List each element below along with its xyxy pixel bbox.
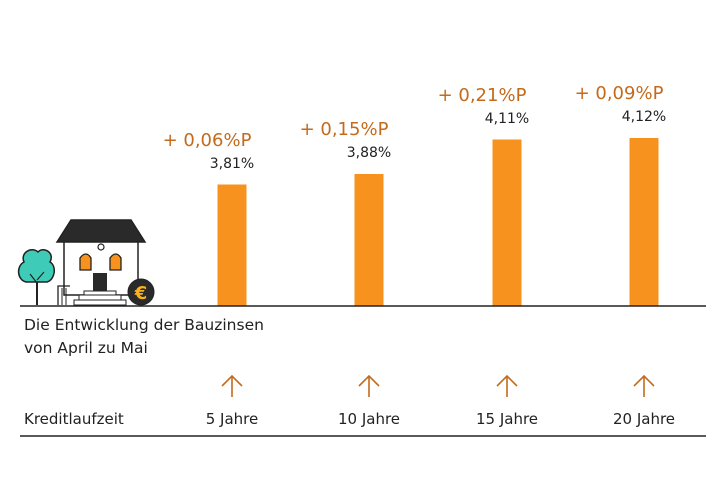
euro-coin-icon: € bbox=[127, 278, 155, 306]
value-label-4: 4,12% bbox=[621, 109, 667, 125]
up-arrow-icon bbox=[633, 374, 655, 397]
change-label-2: + 0,15%P bbox=[299, 119, 389, 140]
tree-icon bbox=[17, 249, 55, 305]
bar-2 bbox=[354, 174, 384, 306]
bar-4 bbox=[629, 138, 659, 306]
bar-1 bbox=[217, 184, 247, 306]
chart-description: Die Entwicklung der Bauzinsen von April … bbox=[24, 314, 264, 360]
change-label-4: + 0,09%P bbox=[574, 83, 664, 104]
description-line-1: Die Entwicklung der Bauzinsen bbox=[24, 316, 264, 334]
house-with-euro-coin-icon: € bbox=[17, 219, 155, 306]
x-axis-label: Kreditlaufzeit bbox=[24, 410, 124, 428]
up-arrow-icon bbox=[221, 374, 243, 397]
description-line-2: von April zu Mai bbox=[24, 339, 148, 357]
bar-3 bbox=[492, 139, 522, 306]
change-label-1: + 0,06%P bbox=[162, 129, 252, 151]
category-label-4: 20 Jahre bbox=[612, 410, 676, 428]
value-label-2: 3,88% bbox=[346, 145, 392, 161]
category-label-1: 5 Jahre bbox=[205, 410, 259, 428]
category-label-3: 15 Jahre bbox=[475, 410, 539, 428]
up-arrow-icon bbox=[496, 374, 518, 397]
value-label-3: 4,11% bbox=[484, 110, 530, 127]
svg-text:€: € bbox=[134, 283, 148, 304]
value-label-1: 3,81% bbox=[209, 155, 255, 172]
up-arrow-icon bbox=[358, 374, 380, 397]
category-label-2: 10 Jahre bbox=[337, 410, 401, 428]
change-label-3: + 0,21%P bbox=[437, 84, 527, 106]
